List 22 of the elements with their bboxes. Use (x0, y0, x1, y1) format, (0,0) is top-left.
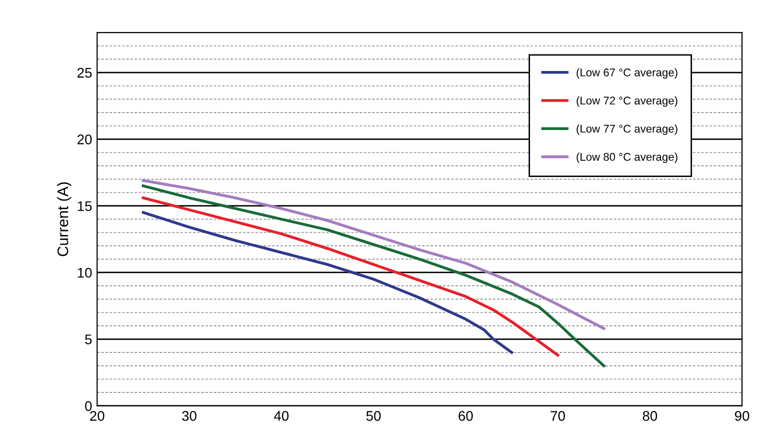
x-tick-label: 60 (458, 411, 473, 421)
x-tick-label: 90 (734, 411, 750, 421)
y-axis-title: Current (A) (57, 182, 72, 256)
y-tick-label: 20 (78, 134, 92, 144)
line-series (142, 184, 606, 368)
y-tick-label: 5 (85, 334, 92, 344)
y-tick-label: 10 (78, 268, 92, 278)
x-tick-label: 80 (642, 411, 658, 421)
line-series (142, 211, 514, 354)
legend-label: (Low 67 °C average) (576, 68, 678, 79)
line-series (142, 196, 560, 357)
y-tick-label: 0 (85, 401, 92, 411)
y-tick-label: 15 (78, 201, 92, 212)
line-series (142, 179, 606, 330)
y-tick-label: 25 (78, 68, 92, 78)
x-tick-label: 50 (366, 411, 381, 421)
x-tick-label: 40 (274, 411, 289, 421)
x-tick-label: 70 (550, 411, 565, 421)
legend-label: (Low 80 °C average) (576, 152, 678, 163)
legend-label: (Low 77 °C average) (576, 124, 678, 135)
x-tick-label: 30 (182, 411, 196, 421)
legend-label: (Low 72 °C average) (576, 96, 678, 107)
